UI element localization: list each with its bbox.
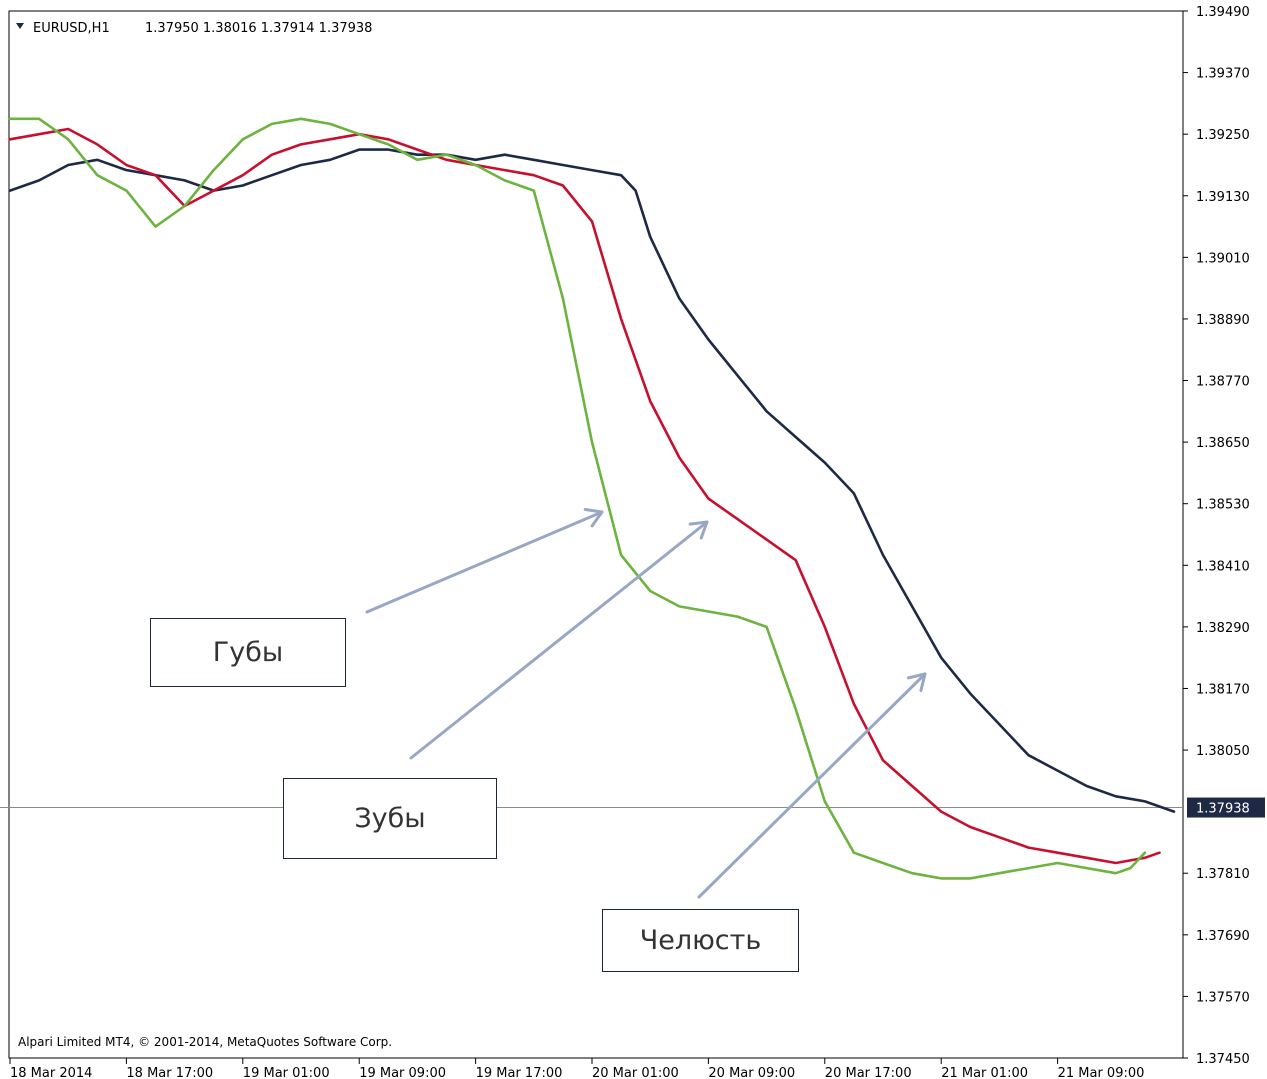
- y-tick-label: 1.37450: [1196, 1052, 1250, 1067]
- arrow-shaft: [365, 510, 604, 614]
- x-tick-label: 19 Mar 01:00: [243, 1066, 330, 1079]
- x-tick-label: 20 Mar 01:00: [592, 1066, 679, 1079]
- y-tick-label: 1.39370: [1196, 67, 1250, 82]
- y-tick-label: 1.39130: [1196, 190, 1250, 205]
- lips-callout: Губы: [150, 618, 346, 687]
- y-tick-label: 1.37810: [1196, 867, 1250, 882]
- plot-border: [8, 10, 1184, 1059]
- y-tick-label: 1.38890: [1196, 313, 1250, 328]
- arrow-head: [688, 520, 709, 540]
- x-tick-label: 18 Mar 17:00: [126, 1066, 213, 1079]
- jaw-callout: Челюсть: [602, 909, 799, 972]
- x-tick-label: 20 Mar 09:00: [708, 1066, 795, 1079]
- jaw-label: Челюсть: [639, 925, 762, 956]
- chart-header: EURUSD,H1 1.37950 1.38016 1.37914 1.3793…: [16, 21, 372, 36]
- x-tick-label: 19 Mar 09:00: [359, 1066, 446, 1079]
- jaw-arrow: [697, 672, 927, 899]
- arrow-shaft: [697, 672, 927, 899]
- lips-line: [8, 117, 1147, 880]
- y-tick-label: 1.38290: [1196, 621, 1250, 636]
- ohlc-values: 1.37950 1.38016 1.37914 1.37938: [145, 21, 372, 36]
- teeth-callout: Зубы: [283, 778, 497, 859]
- y-tick-label: 1.39490: [1196, 5, 1250, 20]
- x-tick-label: 21 Mar 01:00: [941, 1066, 1028, 1079]
- y-tick-label: 1.38530: [1196, 498, 1250, 513]
- current-price-line: 1.37938: [0, 797, 1265, 818]
- lips-arrow: [365, 507, 604, 614]
- y-tick-label: 1.37570: [1196, 990, 1250, 1005]
- y-tick-label: 1.38650: [1196, 436, 1250, 451]
- teeth-label: Зубы: [354, 803, 426, 834]
- y-tick-label: 1.37690: [1196, 929, 1250, 944]
- x-tick-label: 20 Mar 17:00: [825, 1066, 912, 1079]
- arrow-head: [583, 507, 604, 528]
- y-tick-label: 1.39010: [1196, 251, 1250, 266]
- current-price-label: 1.37938: [1196, 802, 1250, 817]
- arrow-shaft: [409, 520, 709, 760]
- time-axis: 18 Mar 2014 18 Mar 17:00 19 Mar 01:00 19 Ma…: [9, 1058, 1145, 1079]
- lips-label: Губы: [212, 637, 284, 668]
- price-axis: 1.39490 1.39370 1.39250 1.39130 1.39010 1.388…: [1183, 5, 1250, 1067]
- y-tick-label: 1.38050: [1196, 744, 1250, 759]
- y-tick-label: 1.38170: [1196, 682, 1250, 697]
- y-tick-label: 1.39250: [1196, 128, 1250, 143]
- x-tick-label: 21 Mar 09:00: [1058, 1066, 1145, 1079]
- alligator-lines: [8, 117, 1176, 880]
- y-tick-label: 1.38410: [1196, 559, 1250, 574]
- symbol-name: EURUSD,H1: [33, 21, 110, 36]
- current-price-tag: [1187, 797, 1265, 818]
- copyright-text: Alpari Limited MT4, © 2001-2014, MetaQuo…: [18, 1035, 392, 1049]
- arrow-head: [906, 672, 927, 693]
- symbol-dropdown-icon[interactable]: [16, 23, 24, 29]
- y-tick-label: 1.38770: [1196, 375, 1250, 390]
- x-tick-label: 18 Mar 2014: [10, 1066, 92, 1079]
- chart-frame: [8, 10, 1184, 1059]
- annotation-arrows: [365, 507, 927, 899]
- jaw-line: [8, 148, 1176, 813]
- teeth-arrow: [409, 520, 709, 760]
- teeth-line: [8, 127, 1161, 865]
- x-tick-label: 19 Mar 17:00: [476, 1066, 563, 1079]
